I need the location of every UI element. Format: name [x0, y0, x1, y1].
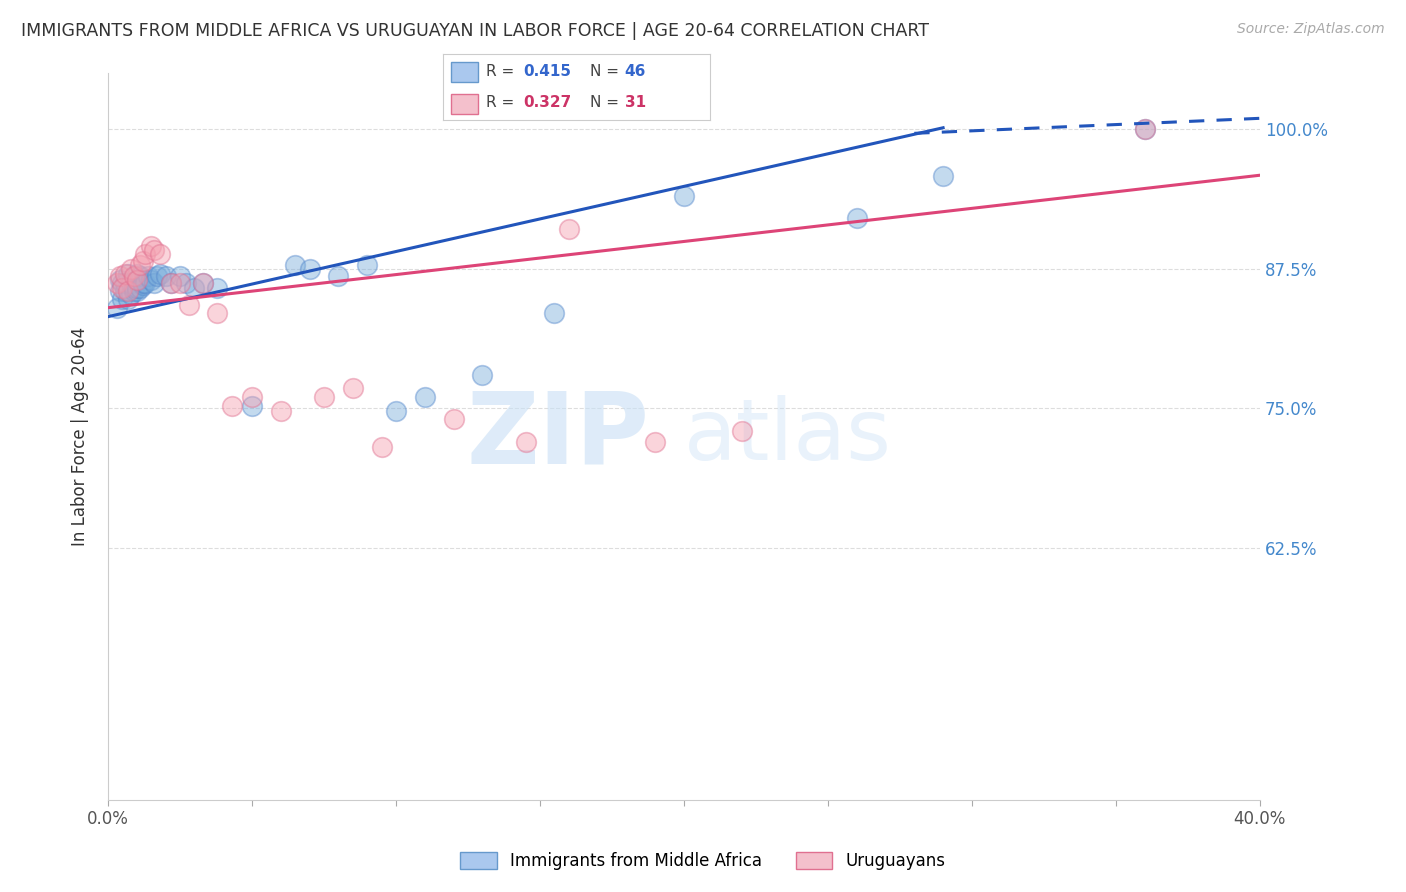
Point [845, 211, 868, 226]
Y-axis label: In Labor Force | Age 20-64: In Labor Force | Age 20-64 [72, 326, 89, 546]
Point [183, 280, 205, 294]
Point [298, 261, 321, 276]
Text: R =: R = [485, 95, 519, 111]
Point [131, 253, 153, 268]
Point [149, 267, 172, 281]
Point [134, 276, 156, 290]
Legend: Immigrants from Middle Africa, Uruguayans: Immigrants from Middle Africa, Uruguayan… [454, 845, 952, 877]
Point [114, 276, 136, 290]
Text: IMMIGRANTS FROM MIDDLE AFRICA VS URUGUAYAN IN LABOR FORCE | AGE 20-64 CORRELATIO: IMMIGRANTS FROM MIDDLE AFRICA VS URUGUAY… [21, 22, 929, 40]
Point [284, 258, 307, 272]
Point [108, 273, 131, 287]
Point [191, 276, 214, 290]
Point [128, 280, 150, 294]
Point [169, 269, 191, 284]
Text: 0.415: 0.415 [523, 64, 571, 79]
Point [312, 390, 335, 404]
Point [174, 276, 197, 290]
Point [221, 399, 243, 413]
Point [125, 280, 148, 294]
Point [155, 269, 177, 284]
Text: Source: ZipAtlas.com: Source: ZipAtlas.com [1237, 22, 1385, 37]
Point [125, 273, 148, 287]
Text: 46: 46 [624, 64, 645, 79]
Point [515, 434, 537, 449]
Point [105, 301, 128, 315]
Point [141, 273, 163, 287]
Point [672, 189, 695, 203]
Point [117, 267, 139, 281]
Point [543, 306, 565, 320]
Point [207, 306, 229, 320]
Point [270, 403, 292, 417]
Point [356, 258, 378, 272]
Point [143, 276, 166, 290]
Point [471, 368, 494, 382]
Point [443, 412, 465, 426]
Point [160, 276, 183, 290]
Point [134, 247, 156, 261]
Point [128, 269, 150, 284]
Text: ZIP: ZIP [467, 388, 650, 484]
Point [370, 441, 392, 455]
FancyBboxPatch shape [451, 94, 478, 114]
Point [1133, 121, 1156, 136]
Point [385, 403, 408, 417]
Point [240, 399, 263, 413]
Point [120, 287, 142, 301]
Point [149, 247, 172, 261]
Point [730, 424, 752, 438]
Point [111, 276, 134, 290]
Point [131, 278, 153, 293]
Point [122, 269, 145, 284]
Point [117, 284, 139, 298]
Point [177, 298, 200, 312]
Point [207, 280, 229, 294]
Point [111, 280, 134, 294]
Point [117, 292, 139, 306]
Point [125, 267, 148, 281]
Point [136, 269, 159, 284]
Text: R =: R = [485, 64, 519, 79]
Point [111, 292, 134, 306]
Point [114, 267, 136, 281]
Point [105, 276, 128, 290]
Point [644, 434, 666, 449]
Point [131, 276, 153, 290]
Point [413, 390, 436, 404]
Text: 31: 31 [624, 95, 645, 111]
Point [108, 284, 131, 298]
Point [240, 390, 263, 404]
Text: atlas: atlas [683, 395, 891, 478]
Point [558, 222, 581, 236]
Point [108, 269, 131, 284]
Point [141, 239, 163, 253]
Point [169, 276, 191, 290]
Point [146, 269, 169, 284]
Point [342, 381, 364, 395]
Point [160, 276, 183, 290]
Point [122, 284, 145, 298]
Point [114, 284, 136, 298]
Point [120, 276, 142, 290]
Point [120, 261, 142, 276]
Point [1133, 121, 1156, 136]
Point [191, 276, 214, 290]
Text: N =: N = [591, 95, 624, 111]
Point [143, 243, 166, 257]
FancyBboxPatch shape [451, 62, 478, 82]
Text: 0.327: 0.327 [523, 95, 571, 111]
Point [328, 269, 350, 284]
Point [125, 284, 148, 298]
Point [122, 280, 145, 294]
Text: N =: N = [591, 64, 624, 79]
Point [128, 258, 150, 272]
Point [932, 169, 955, 183]
